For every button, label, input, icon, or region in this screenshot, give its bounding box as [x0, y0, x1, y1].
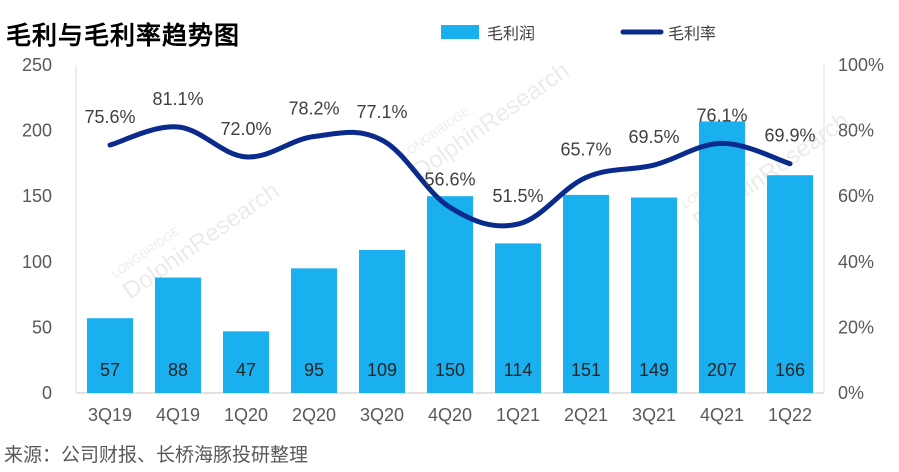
bar [495, 243, 541, 393]
legend-bar-label: 毛利润 [487, 24, 535, 43]
line-value-label: 77.1% [356, 102, 407, 122]
bar-value-label: 150 [435, 360, 465, 380]
line-value-label: 56.6% [424, 169, 475, 189]
data-labels: 57 88 47 95 109 150 114 151 149 207 166 75.6% 81.1% 7… [84, 89, 815, 380]
y-left-tick-label: 250 [22, 55, 52, 75]
line-value-label: 78.2% [288, 99, 339, 119]
watermark-text: DolphinResearch [118, 177, 284, 305]
x-tick-label: 2Q20 [292, 405, 336, 425]
y-right-tick-label: 60% [838, 186, 874, 206]
x-tick-label: 3Q21 [632, 405, 676, 425]
gross-margin-line [107, 124, 793, 229]
legend-bar-swatch [441, 25, 479, 39]
bar [767, 175, 813, 393]
bar-value-label: 207 [707, 360, 737, 380]
bar-series [87, 121, 813, 393]
y-left-tick-label: 100 [22, 252, 52, 272]
bar [155, 277, 201, 393]
line-value-label: 69.5% [628, 127, 679, 147]
y-left-tick-label: 0 [42, 383, 52, 403]
line-value-label: 72.0% [220, 119, 271, 139]
bar [223, 331, 269, 393]
legend-line-label: 毛利率 [668, 24, 716, 43]
x-tick-label: 4Q21 [700, 405, 744, 425]
line-value-label: 81.1% [152, 89, 203, 109]
x-tick-label: 3Q20 [360, 405, 404, 425]
y-right-tick-label: 20% [838, 317, 874, 337]
bar [631, 197, 677, 393]
bar [291, 268, 337, 393]
line-value-label: 51.5% [492, 186, 543, 206]
bar [699, 121, 745, 393]
y-left-tick-label: 200 [22, 121, 52, 141]
bar-value-label: 95 [304, 360, 324, 380]
bar-value-label: 149 [639, 360, 669, 380]
x-tick-label: 4Q20 [428, 405, 472, 425]
x-tick-label: 2Q21 [564, 405, 608, 425]
bar-value-label: 109 [367, 360, 397, 380]
bar [427, 196, 473, 393]
y-left-tick-label: 150 [22, 186, 52, 206]
bar [87, 318, 133, 393]
y-right-tick-label: 40% [838, 252, 874, 272]
bar-value-label: 47 [236, 360, 256, 380]
bar-value-label: 151 [571, 360, 601, 380]
y-left-tick-label: 50 [32, 317, 52, 337]
y-right-tick-label: 100% [838, 55, 884, 75]
line-series [107, 124, 793, 229]
x-tick-label: 1Q22 [768, 405, 812, 425]
bar [563, 194, 609, 393]
bar-value-label: 88 [168, 360, 188, 380]
legend: 毛利润 毛利率 [441, 24, 716, 43]
line-value-label: 65.7% [560, 140, 611, 160]
bar-value-label: 57 [100, 360, 120, 380]
x-tick-label: 1Q20 [224, 405, 268, 425]
line-value-label: 76.1% [696, 105, 747, 125]
line-value-label: 69.9% [764, 126, 815, 146]
bar [359, 249, 405, 393]
x-tick-label: 4Q19 [156, 405, 200, 425]
y-right-tick-label: 80% [838, 121, 874, 141]
line-value-label: 75.6% [84, 107, 135, 127]
source-note: 来源：公司财报、长桥海豚投研整理 [4, 444, 309, 466]
x-tick-label: 1Q21 [496, 405, 540, 425]
chart-title: 毛利与毛利率趋势图 [6, 21, 241, 50]
x-tick-label: 3Q19 [88, 405, 132, 425]
y-right-tick-label: 0% [838, 383, 864, 403]
bar-value-label: 114 [504, 360, 533, 380]
bar-value-label: 166 [775, 360, 805, 380]
watermark-text: DolphinResearch [408, 57, 574, 185]
